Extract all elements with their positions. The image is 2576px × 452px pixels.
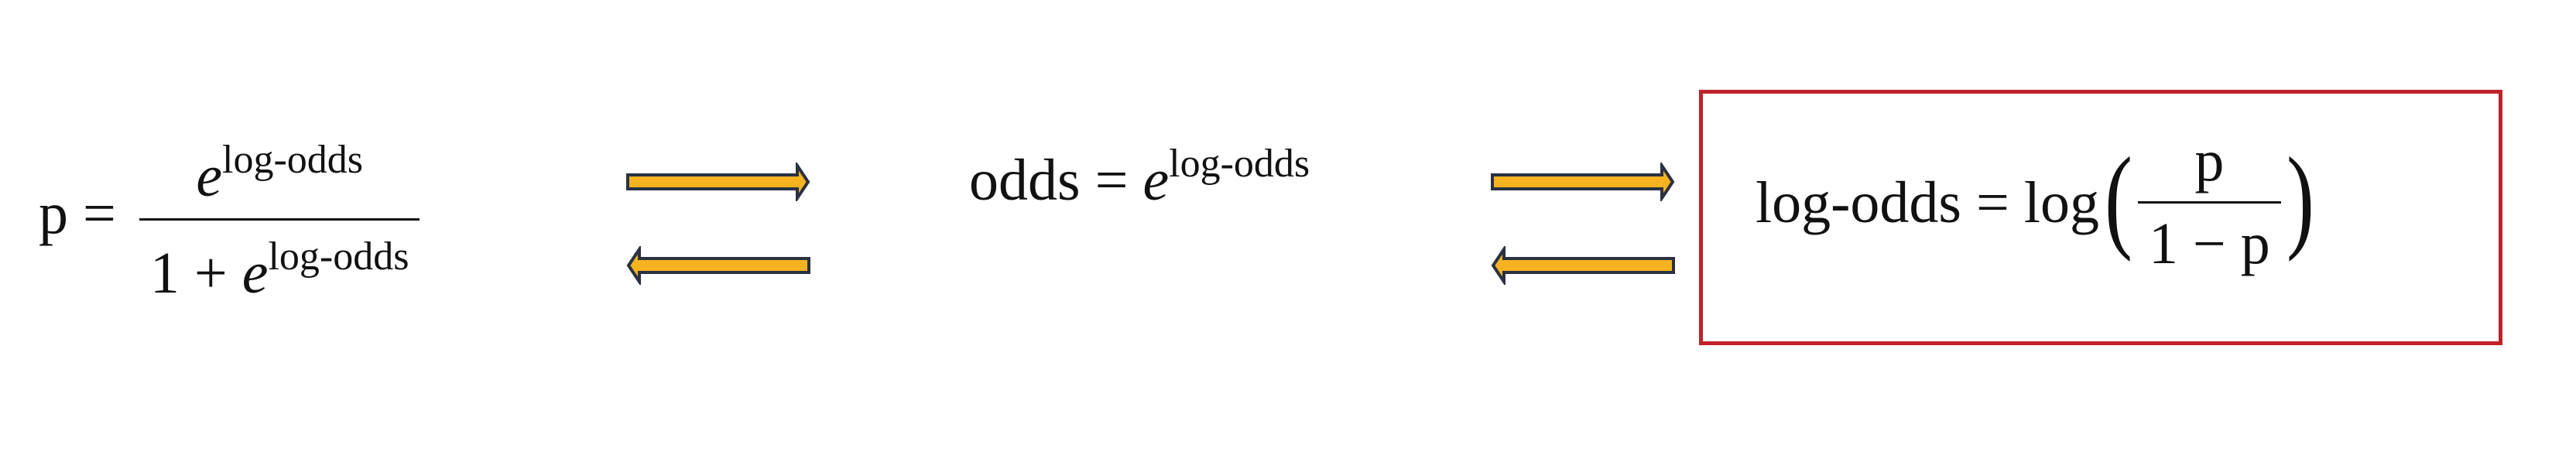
fraction-bar (139, 218, 420, 221)
arrow-right-icon (626, 163, 810, 201)
probability-lhs: p = (39, 180, 116, 246)
odds-formula: odds = elog-odds (969, 144, 1310, 213)
exponent-log-odds: log-odds (1169, 142, 1310, 186)
exponent-log-odds: log-odds (222, 138, 364, 182)
odds-lhs: odds = (969, 148, 1143, 213)
highlight-box (1699, 90, 2502, 345)
probability-formula: p = elog-odds 1 + elog-odds (39, 124, 420, 303)
open-paren: ( (2104, 133, 2132, 262)
fraction-numerator: p (2194, 128, 2225, 193)
odds-fraction: p 1 − p (2137, 128, 2281, 276)
exponent-log-odds: log-odds (268, 235, 409, 279)
fraction-denominator: 1 − p (2148, 211, 2270, 276)
probability-fraction: elog-odds 1 + elog-odds (139, 124, 420, 303)
arrow-left-icon (626, 246, 810, 285)
euler-e: e (242, 241, 269, 306)
denominator-prefix: 1 + (149, 241, 242, 306)
fraction-bar (2137, 201, 2281, 204)
arrow-right-icon (1491, 163, 1675, 201)
close-paren: ) (2286, 133, 2314, 262)
log-odds-formula: log-odds = log ( p 1 − p ) (1756, 132, 2320, 273)
euler-e: e (196, 144, 223, 209)
log-odds-lhs: log-odds = log (1756, 170, 2099, 235)
fraction-denominator: 1 + elog-odds (139, 221, 420, 303)
arrow-left-icon (1491, 246, 1675, 285)
fraction-numerator: elog-odds (185, 124, 374, 218)
euler-e: e (1142, 148, 1170, 213)
